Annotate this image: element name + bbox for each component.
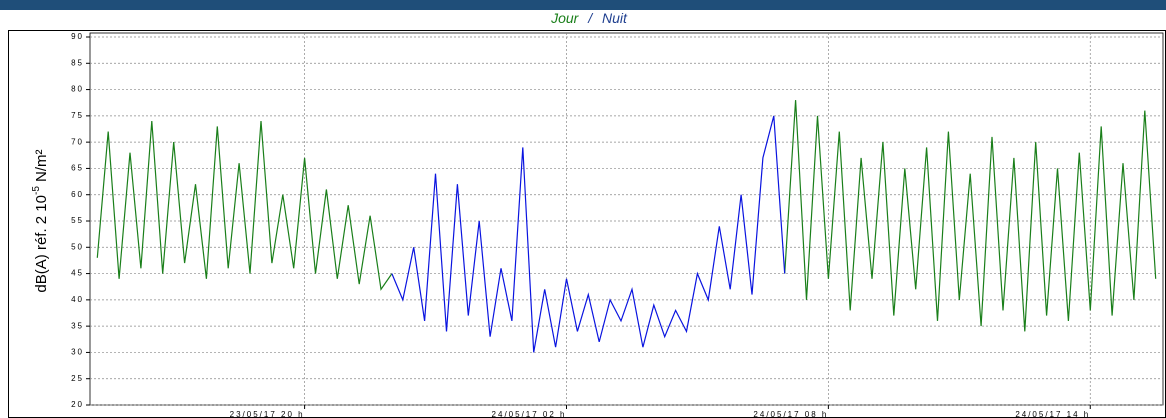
header-bar — [0, 0, 1166, 10]
y-tick-label: 55 — [71, 216, 84, 225]
y-tick-label: 85 — [71, 58, 84, 67]
y-tick-label: 40 — [71, 295, 84, 304]
y-axis-label: dB(A) réf. 2 10-5 N/m² — [31, 149, 50, 292]
y-label-main: dB(A) réf. 2 10 — [33, 195, 50, 293]
legend-nuit: Nuit — [602, 10, 628, 26]
y-tick-label: 25 — [71, 374, 84, 383]
x-tick-label: 24/05/17 14 h — [1015, 410, 1090, 418]
y-tick-label: 35 — [71, 321, 84, 330]
y-label-exp: -5 — [31, 186, 42, 195]
x-tick-label: 24/05/17 02 h — [492, 410, 567, 418]
y-label-unit: N/m² — [33, 149, 50, 186]
y-tick-label: 90 — [71, 32, 84, 41]
y-tick-label: 80 — [71, 85, 84, 94]
y-tick-label: 60 — [71, 190, 84, 199]
x-tick-label: 23/05/17 20 h — [230, 410, 305, 418]
subtitle: Jour / Nuit — [550, 10, 628, 26]
chart-frame — [8, 30, 1166, 418]
y-tick-label: 20 — [71, 400, 84, 409]
y-tick-label: 45 — [71, 269, 84, 278]
y-tick-label: 50 — [71, 242, 84, 251]
series-line — [96, 100, 1157, 332]
x-tick-label: 24/05/17 08 h — [753, 410, 828, 418]
y-tick-label: 70 — [71, 137, 84, 146]
series-line — [391, 115, 786, 353]
y-tick-label: 30 — [71, 348, 84, 357]
legend-jour: Jour — [550, 10, 580, 26]
y-tick-label: 65 — [71, 164, 84, 173]
legend-separator: / — [587, 10, 594, 26]
y-tick-label: 75 — [71, 111, 84, 120]
plot-area — [89, 32, 1164, 406]
